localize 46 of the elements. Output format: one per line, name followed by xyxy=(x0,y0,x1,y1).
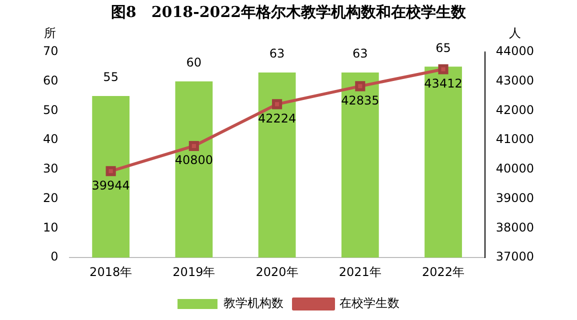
data-label: 63 xyxy=(269,46,285,61)
point xyxy=(188,140,199,152)
data-label: 39944 xyxy=(92,178,130,192)
y-tick-label: 0 xyxy=(50,250,58,264)
data-label: 55 xyxy=(103,70,118,84)
y-tick-label: 60 xyxy=(42,73,58,88)
y-tick-label: 40 xyxy=(42,132,58,146)
point xyxy=(438,64,448,74)
y2-tick-label: 44000 xyxy=(496,44,534,58)
x-tick-label: 2020年 xyxy=(256,264,298,279)
data-label: 42224 xyxy=(258,111,296,126)
x-tick-label: 2018年 xyxy=(90,264,132,279)
data-label: 40800 xyxy=(174,153,214,168)
y2-tick-label: 41000 xyxy=(496,132,534,146)
y2-tick-label: 42000 xyxy=(496,102,534,117)
x-tick-label: 2022年 xyxy=(422,264,465,279)
x-tick-label: 2021年 xyxy=(338,264,382,279)
x-tick-label: 2019年 xyxy=(172,264,216,279)
y2-tick-label: 37000 xyxy=(496,250,534,264)
y-tick-label: 70 xyxy=(42,44,58,58)
bar xyxy=(341,72,379,258)
y-tick-label: 10 xyxy=(42,220,58,234)
point xyxy=(106,166,116,176)
data-label: 63 xyxy=(352,46,368,61)
y2-axis-title: 人 xyxy=(509,26,521,40)
legend-label: 教学机构数 xyxy=(224,296,284,310)
y2-tick-label: 38000 xyxy=(496,220,534,234)
data-label: 65 xyxy=(436,40,451,55)
y2-tick-label: 43000 xyxy=(496,73,534,88)
point xyxy=(355,81,366,92)
bar xyxy=(258,72,296,258)
point xyxy=(272,99,282,110)
chart-title: 图8 2018-2022年格尔木教学机构数和在校学生数 xyxy=(110,2,468,21)
bar xyxy=(424,66,462,258)
data-label: 42835 xyxy=(341,93,380,108)
bar xyxy=(92,96,130,258)
y-tick-label: 50 xyxy=(42,102,58,117)
y-tick-label: 30 xyxy=(42,162,58,176)
y2-tick-label: 40000 xyxy=(496,162,534,176)
data-label: 43412 xyxy=(424,76,462,90)
data-label: 60 xyxy=(186,55,202,70)
y-tick-label: 20 xyxy=(42,190,58,205)
bar xyxy=(175,81,213,258)
y2-tick-label: 39000 xyxy=(496,190,534,205)
legend-label: 在校学生数 xyxy=(340,296,400,310)
y-axis-title: 所 xyxy=(44,26,56,40)
